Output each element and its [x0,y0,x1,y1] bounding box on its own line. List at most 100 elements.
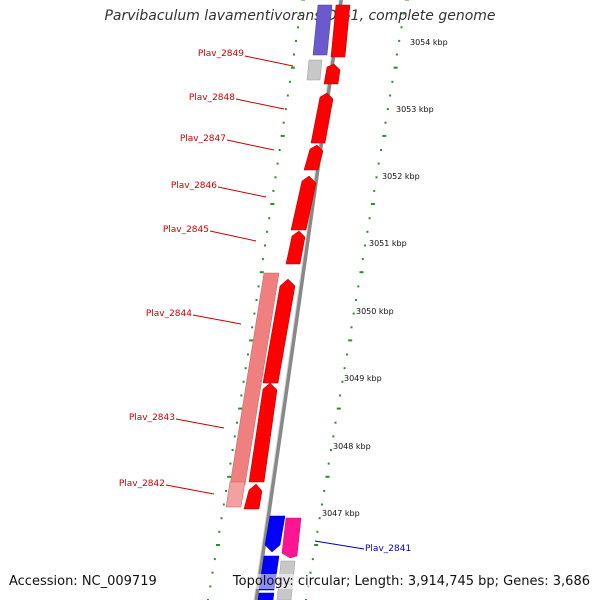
inner-track-tick [211,571,214,574]
ruler-label-3049: 3049 kbp [344,374,382,383]
outer-track-tick [332,435,335,438]
gene-label-plav-2844[interactable]: Plav_2844 [146,309,192,319]
leader-plav-2841 [314,540,365,550]
inner-tick-track [207,0,305,600]
inner-track-tick [257,285,260,288]
gene-label-plav-2846[interactable]: Plav_2846 [171,181,217,191]
ruler-label-3047: 3047 kbp [322,509,360,518]
inner-track-tick [255,299,258,301]
outer-track-tick [350,326,353,329]
outer-track-tick [343,367,346,370]
inner-track-tick [220,517,223,520]
leader-plav-2849 [244,55,294,67]
inner-track-tick [266,230,269,233]
outer-track-tick [348,339,353,342]
ruler-label-3051: 3051 kbp [369,239,407,248]
outer-track-tick [402,12,405,15]
gene-label-plav-2841[interactable]: Plav_2841 [365,544,411,554]
inner-track-tick [213,558,216,561]
inner-track-tick [290,66,295,69]
gene-label-plav-2843[interactable]: Plav_2843 [129,413,175,423]
outer-track-tick [359,271,364,274]
inner-track-tick [229,462,232,465]
gene-label-plav-2847[interactable]: Plav_2847 [180,134,226,144]
inner-track-tick [231,449,234,451]
ruler-label-3052: 3052 kbp [382,172,420,181]
outer-track-tick [323,489,326,492]
cds-feature-plav-2846 [290,175,317,231]
gene-labels: Plav_2849 Plav_2848 Plav_2847 Plav_2846 … [119,49,411,554]
inner-track-tick [293,53,295,56]
cds-feature-plav-2842-pink [225,481,246,508]
outer-track-tick [366,230,369,233]
inner-track-tick [286,94,289,97]
outer-track-tick [361,258,364,261]
inner-track-tick [261,258,264,261]
outer-track-tick [377,162,380,165]
outer-track-tick [384,121,387,124]
outer-track-tick [380,149,382,151]
inner-track-tick [222,503,225,506]
gene-label-plav-2842[interactable]: Plav_2842 [119,479,165,489]
inner-track-tick [288,80,291,83]
cds-feature-plav-2849 [323,63,341,85]
inner-track-tick [251,326,254,329]
leader-plav-2842 [165,484,215,495]
inner-track-tick [276,162,279,165]
outer-track-tick [339,394,342,397]
outer-track-tick [398,39,401,42]
inner-track-tick [272,189,275,192]
inner-track-tick [282,121,285,124]
outer-track-tick [336,407,341,410]
inner-track-tick [236,421,238,424]
cds-feature-gray-top [306,59,323,81]
outer-track-tick [405,0,409,1]
outer-track-tick [330,449,332,451]
cds-feature-plav-2844-red [262,278,296,384]
outer-track-tick [316,530,319,533]
inner-track-tick [264,244,266,247]
accession-text: Accession: NC_009719 [9,574,157,589]
outer-track-tick [327,462,330,465]
outer-track-tick [400,26,403,29]
inner-track-tick [274,176,277,179]
genome-title: Parvibaculum lavamentivorans DS-1, compl… [104,8,496,24]
genome-summary-text: Topology: circular; Length: 3,914,745 bp… [232,574,590,589]
cds-feature-plav-2844 [229,272,280,486]
genome-summary: Topology: circular; Length: 3,914,745 bp… [232,574,590,589]
inner-track-tick [270,203,275,205]
outer-track-tick [368,217,371,220]
outer-track-tick [345,353,348,356]
gene-label-plav-2845[interactable]: Plav_2845 [163,225,209,235]
leader-plav-2844 [192,314,242,325]
ruler-label-3050: 3050 kbp [356,307,394,316]
gene-label-leaders [165,55,365,550]
leader-plav-2845 [209,230,257,242]
ruler-label-3053: 3053 kbp [396,105,434,114]
inner-track-tick [259,271,264,274]
outer-track-tick [375,176,378,179]
outer-track-tick [318,517,321,520]
ruler-label-3054: 3054 kbp [410,38,448,47]
outer-track-tick [309,571,312,574]
outer-track-tick [325,475,330,478]
outer-track-tick [352,312,355,315]
leader-plav-2846 [217,186,267,198]
inner-track-tick [280,134,285,137]
outer-track-tick [389,94,392,97]
gene-label-plav-2849[interactable]: Plav_2849 [198,49,244,59]
outer-track-tick [370,203,375,205]
gene-label-plav-2848[interactable]: Plav_2848 [189,93,235,103]
inner-track-tick [253,312,256,315]
inner-track-tick [238,407,243,410]
outer-track-tick [334,421,337,424]
inner-track-tick [301,0,305,1]
inner-track-tick [249,339,254,342]
outer-track-tick [314,544,319,546]
outer-track-tick [357,285,360,288]
inner-track-tick [218,530,221,533]
outer-tick-track [305,0,409,600]
cds-feature-plav-2845 [285,230,306,265]
